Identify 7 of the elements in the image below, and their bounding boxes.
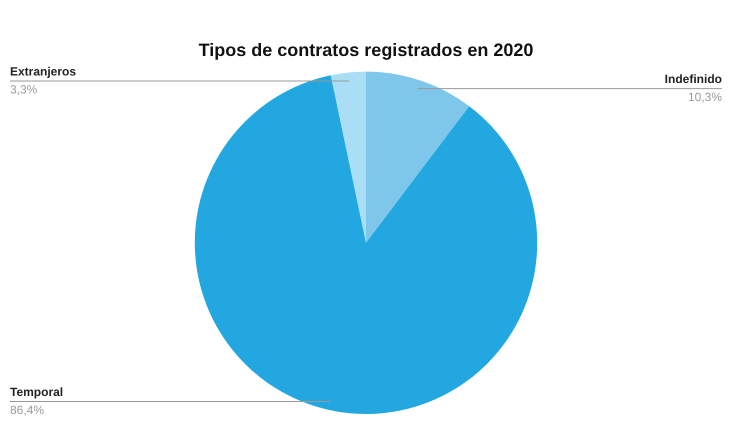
- slice-label: Indefinido: [664, 72, 722, 86]
- data-label: 3,3%: [10, 82, 38, 96]
- data-label: 10,3%: [688, 90, 722, 104]
- slice-label: Extranjeros: [10, 64, 76, 78]
- chart-title: Tipos de contratos registrados en 2020: [198, 40, 534, 60]
- data-label: 86,4%: [10, 402, 44, 417]
- slice-label: Temporal: [10, 384, 64, 399]
